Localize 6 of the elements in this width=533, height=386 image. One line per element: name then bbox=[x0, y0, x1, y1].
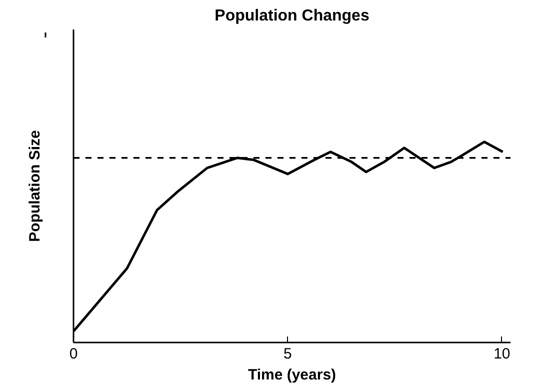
x-tick-label: 10 bbox=[494, 346, 510, 362]
chart-title: Population Changes bbox=[214, 8, 370, 24]
x-tick-label: 0 bbox=[69, 346, 78, 362]
x-axis-title: Time (years) bbox=[248, 366, 336, 384]
x-tick-label: 5 bbox=[284, 346, 292, 362]
y-axis-title: Population Size bbox=[26, 130, 44, 242]
